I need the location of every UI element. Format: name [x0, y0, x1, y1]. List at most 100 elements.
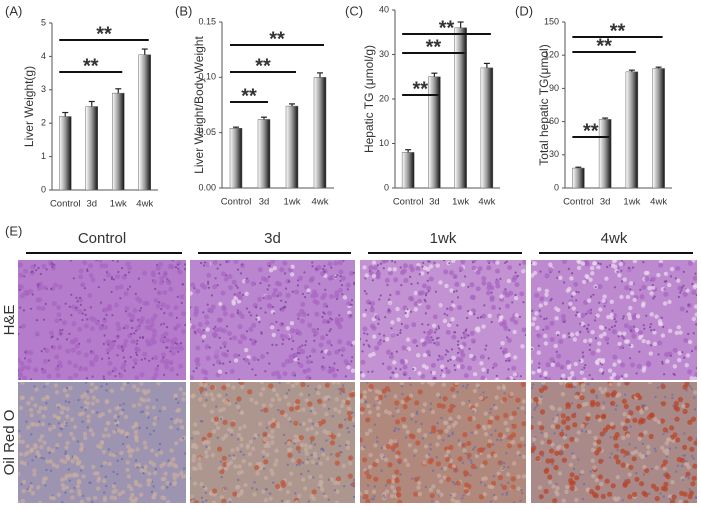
cell — [166, 500, 170, 504]
cell — [329, 317, 331, 319]
cell — [454, 369, 456, 371]
cell — [263, 408, 268, 413]
cell — [330, 453, 332, 455]
cell — [452, 464, 456, 468]
cell — [266, 426, 268, 428]
cell — [593, 442, 597, 446]
cell — [531, 370, 535, 374]
cell — [511, 440, 515, 444]
cell — [127, 288, 129, 290]
cell — [102, 324, 104, 326]
cell — [675, 331, 679, 335]
cell — [589, 374, 591, 376]
cell — [539, 271, 541, 273]
cell — [679, 491, 684, 496]
cell — [270, 429, 274, 433]
significance-label: ** — [412, 78, 428, 100]
cell — [350, 314, 352, 316]
cell — [121, 346, 123, 348]
cell — [111, 276, 113, 278]
panel-label: (A) — [5, 3, 22, 18]
cell — [114, 303, 119, 308]
cell — [273, 463, 277, 467]
cell — [633, 298, 637, 302]
cell — [555, 483, 557, 485]
cell — [17, 369, 19, 371]
cell — [562, 499, 566, 503]
cell — [29, 484, 33, 488]
cell — [66, 387, 68, 389]
cell — [21, 395, 25, 399]
cell — [112, 370, 114, 372]
cell — [182, 283, 184, 285]
cell — [391, 371, 393, 373]
cell — [618, 335, 620, 337]
cell — [297, 312, 302, 317]
cell — [348, 431, 350, 433]
cell — [251, 323, 256, 328]
cell — [406, 430, 410, 434]
cell — [422, 437, 424, 439]
cell — [470, 295, 475, 300]
cell — [580, 313, 585, 318]
cell — [427, 272, 429, 274]
cell — [302, 293, 304, 295]
cell — [681, 465, 683, 467]
cell — [159, 410, 161, 412]
cell — [390, 320, 394, 324]
cell — [169, 425, 173, 429]
cell — [166, 326, 168, 328]
cell — [690, 376, 694, 380]
cell — [103, 325, 108, 330]
cell — [308, 394, 310, 396]
cell — [678, 500, 682, 504]
cell — [325, 383, 330, 388]
cell — [674, 401, 679, 406]
cell — [270, 440, 274, 444]
cell — [353, 425, 355, 427]
cell — [84, 309, 86, 311]
cell — [561, 392, 565, 396]
cell — [70, 417, 74, 421]
cell — [134, 346, 139, 351]
column-header: 3d — [264, 230, 281, 247]
cell — [122, 350, 124, 352]
cell — [366, 474, 371, 479]
cell — [320, 295, 325, 300]
cell — [681, 351, 683, 353]
cell — [179, 419, 183, 423]
cell — [689, 385, 691, 387]
cell — [517, 443, 522, 448]
cell — [148, 360, 150, 362]
cell — [658, 263, 663, 268]
cell — [158, 301, 160, 303]
cell — [597, 341, 601, 345]
cell — [286, 326, 290, 330]
cell — [287, 453, 292, 458]
cell — [414, 400, 419, 405]
cell — [115, 274, 120, 279]
cell — [35, 332, 40, 337]
cell — [441, 373, 445, 377]
cell — [671, 394, 673, 396]
cell — [651, 286, 655, 290]
cell — [28, 289, 33, 294]
cell — [156, 381, 160, 385]
cell — [305, 460, 309, 464]
cell — [595, 337, 597, 339]
cell — [390, 445, 395, 450]
cell — [464, 275, 466, 277]
cell — [139, 493, 143, 497]
cell — [473, 372, 477, 376]
cell — [140, 307, 142, 309]
cell — [540, 315, 542, 317]
cell — [80, 465, 84, 469]
cell — [41, 414, 45, 418]
cell — [173, 337, 178, 342]
cell — [522, 328, 527, 333]
cell — [236, 396, 241, 401]
cell — [514, 313, 518, 317]
cell — [646, 340, 650, 344]
y-tick-label: 0 — [384, 182, 389, 192]
cell — [480, 354, 485, 359]
